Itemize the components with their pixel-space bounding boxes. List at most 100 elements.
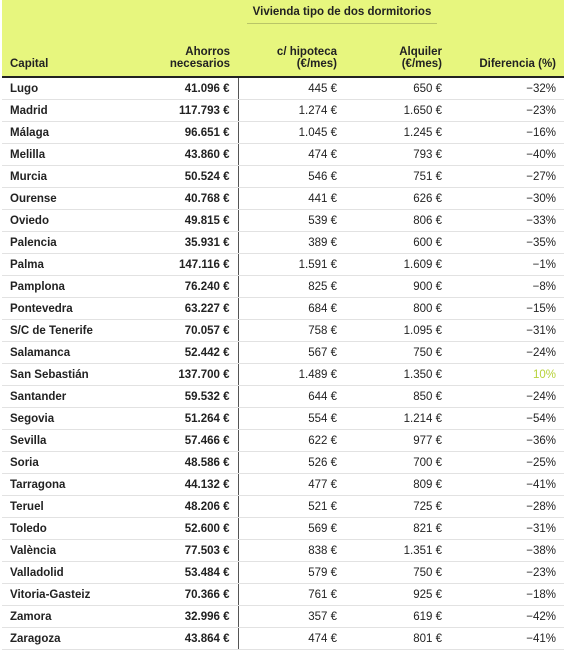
column-header: Capital	[2, 30, 120, 78]
table-cell: 41.096 €	[120, 77, 239, 100]
table-cell: Palma	[2, 253, 120, 276]
table-row: Pamplona 76.240 €825 €900 € −8%	[2, 275, 565, 298]
table-cell: 806 €	[345, 209, 450, 232]
table-cell: San Sebastián	[2, 363, 120, 386]
column-header-row: Capital Ahorros necesarios c/ hipoteca (€/…	[2, 30, 565, 78]
table-cell: 546 €	[238, 165, 345, 188]
group-header-row: Vivienda tipo de dos dormitorios	[2, 0, 565, 30]
table-cell: 1.350 €	[345, 363, 450, 386]
table-cell: 70.366 €	[120, 583, 239, 606]
table-cell: 35.931 €	[120, 231, 239, 254]
table-cell: Palencia	[2, 231, 120, 254]
table-row: Tarragona 44.132 €477 €809 € −41%	[2, 473, 565, 496]
column-header: Alquiler (€/mes)	[345, 30, 450, 78]
table-cell: −31%	[450, 517, 565, 540]
table-cell: Salamanca	[2, 341, 120, 364]
table-cell: −16%	[450, 121, 565, 144]
table-cell: Lugo	[2, 77, 120, 100]
table-cell: −41%	[450, 627, 565, 650]
table-cell: 63.227 €	[120, 297, 239, 320]
table-cell: 821 €	[345, 517, 450, 540]
table-cell: 43.864 €	[120, 627, 239, 650]
table-cell: 477 €	[238, 473, 345, 496]
table-cell: −30%	[450, 187, 565, 210]
table-cell: −15%	[450, 297, 565, 320]
table-cell: −33%	[450, 209, 565, 232]
table-cell: 750 €	[345, 341, 450, 364]
table-cell: Oviedo	[2, 209, 120, 232]
table-cell: −1%	[450, 253, 565, 276]
table-cell: Segovia	[2, 407, 120, 430]
table-cell: −28%	[450, 495, 565, 518]
table-cell: −35%	[450, 231, 565, 254]
table-cell: 725 €	[345, 495, 450, 518]
table-cell: −42%	[450, 605, 565, 628]
table-cell: 1.045 €	[238, 121, 345, 144]
table-row: Lugo 41.096 €445 €650 € −32%	[2, 77, 565, 100]
table-row: Palma 147.116 €1.591 €1.609 € −1%	[2, 253, 565, 276]
table-cell: Soria	[2, 451, 120, 474]
group-title: Vivienda tipo de dos dormitorios	[246, 6, 438, 24]
table-cell: 77.503 €	[120, 539, 239, 562]
table-row: Ourense 40.768 €441 €626 € −30%	[2, 187, 565, 210]
table-row: Sevilla 57.466 €622 €977 € −36%	[2, 429, 565, 452]
table-row: Madrid 117.793 €1.274 €1.650 € −23%	[2, 99, 565, 122]
table-cell: 554 €	[238, 407, 345, 430]
table-row: Soria 48.586 €526 €700 € −25%	[2, 451, 565, 474]
table-cell: 526 €	[238, 451, 345, 474]
table-cell: Málaga	[2, 121, 120, 144]
table-cell: 48.206 €	[120, 495, 239, 518]
table-row: Palencia 35.931 €389 €600 € −35%	[2, 231, 565, 254]
table-cell: 137.700 €	[120, 363, 239, 386]
table-cell: −32%	[450, 77, 565, 100]
table-cell: 49.815 €	[120, 209, 239, 232]
table-cell: 925 €	[345, 583, 450, 606]
table-row: València 77.503 €838 €1.351 € −38%	[2, 539, 565, 562]
table-row: S/C de Tenerife 70.057 €758 €1.095 € −31%	[2, 319, 565, 342]
table-cell: 1.214 €	[345, 407, 450, 430]
table-cell: 900 €	[345, 275, 450, 298]
table-cell: 600 €	[345, 231, 450, 254]
table-cell: Madrid	[2, 99, 120, 122]
table-cell: 809 €	[345, 473, 450, 496]
table-cell: −24%	[450, 385, 565, 408]
column-header-text: Alquiler (€/mes)	[399, 46, 442, 70]
table-cell: 567 €	[238, 341, 345, 364]
table-cell: 619 €	[345, 605, 450, 628]
table-cell: 1.489 €	[238, 363, 345, 386]
table-cell: 357 €	[238, 605, 345, 628]
table-cell: 825 €	[238, 275, 345, 298]
table-cell: 441 €	[238, 187, 345, 210]
table-cell: Ourense	[2, 187, 120, 210]
table-cell: −54%	[450, 407, 565, 430]
table-cell: −38%	[450, 539, 565, 562]
table-body: Lugo 41.096 €445 €650 € −32% Madrid 117.793 …	[2, 77, 565, 650]
table-cell: 52.442 €	[120, 341, 239, 364]
column-header: Ahorros necesarios	[120, 30, 238, 78]
table-cell: −25%	[450, 451, 565, 474]
table-cell: 750 €	[345, 561, 450, 584]
table-cell: Murcia	[2, 165, 120, 188]
table-cell: 521 €	[238, 495, 345, 518]
table-row: Valladolid 53.484 €579 €750 € −23%	[2, 561, 565, 584]
table-cell: 70.057 €	[120, 319, 239, 342]
table-cell: 445 €	[238, 77, 345, 100]
table-cell: Vitoria-Gasteiz	[2, 583, 120, 606]
table-cell: 147.116 €	[120, 253, 239, 276]
table-cell: 1.609 €	[345, 253, 450, 276]
group-header: Vivienda tipo de dos dormitorios	[120, 0, 564, 30]
table-row: Melilla 43.860 €474 €793 € −40%	[2, 143, 565, 166]
table-cell: 800 €	[345, 297, 450, 320]
table-cell: −40%	[450, 143, 565, 166]
column-header: c/ hipoteca (€/mes)	[238, 30, 345, 78]
table-cell: València	[2, 539, 120, 562]
table-cell: 51.264 €	[120, 407, 239, 430]
table-cell: 96.651 €	[120, 121, 239, 144]
table-row: Segovia 51.264 €554 €1.214 € −54%	[2, 407, 565, 430]
table-cell: 751 €	[345, 165, 450, 188]
column-header-text: Ahorros necesarios	[169, 46, 230, 70]
table-row: Toledo 52.600 €569 €821 € −31%	[2, 517, 565, 540]
table-cell: 622 €	[238, 429, 345, 452]
table-cell: 474 €	[238, 627, 345, 650]
